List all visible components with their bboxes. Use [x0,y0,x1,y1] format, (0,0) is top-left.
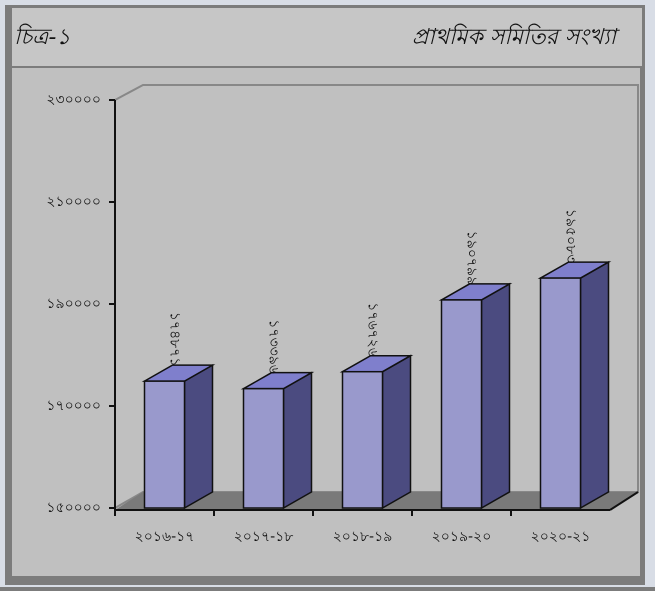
floor-edge [609,491,639,511]
data-label: ১৯০৭৯৯ [464,231,480,286]
bar [341,370,384,509]
bar-side [579,260,610,510]
bar-side [183,363,214,510]
bar-side [381,354,412,510]
data-label: ১৭৩৩৯৬ [266,319,282,374]
bar [440,299,483,509]
data-label: ১৯৫০৮৩ [563,209,579,264]
x-tick-label: ২০২০-২১ [531,529,591,545]
header [12,8,642,66]
y-tick-label: ২১০০০০ [46,194,101,210]
bar [539,277,582,509]
data-label: ১৭৬৭২৬ [365,302,381,357]
y-tick-label: ১৭০০০০ [46,398,101,414]
y-tick-label: ১৯০০০০ [46,296,101,312]
bar-side [480,282,511,510]
data-label: ১৭৪৮৭১ [167,312,183,367]
x-tick-label: ২০১৭-১৮ [234,529,294,545]
figure-label: চিত্র-১ [14,23,71,50]
x-tick-label: ২০১৬-১৭ [135,529,195,545]
bar [143,380,186,509]
x-tick-label: ২০১৮-১৯ [333,529,393,545]
y-tick-label: ১৫০০০০ [46,500,101,516]
x-tick-label: ২০১৯-২০ [432,529,492,545]
chart-title: প্রাথমিক সমিতির সংখ্যা [412,23,621,50]
bar-side [282,371,313,510]
y-tick-label: ২৩০০০০ [46,92,101,108]
bar [242,387,285,509]
